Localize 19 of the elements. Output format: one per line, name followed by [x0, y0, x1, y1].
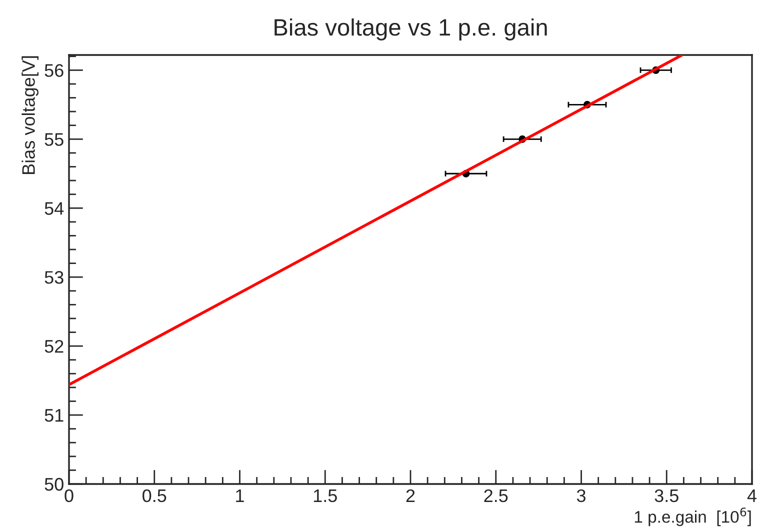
y-tick-label: 55: [44, 133, 64, 146]
x-tick-label: 3: [576, 489, 586, 502]
x-tick-label: 0.5: [142, 489, 166, 502]
x-tick-label: 1.5: [314, 490, 337, 502]
y-tick-label: 51: [44, 409, 64, 422]
chart-title: Bias voltage vs 1 p.e. gain: [274, 18, 547, 40]
x-tick-label: 2.5: [484, 489, 508, 502]
x-tick-label: 0: [64, 489, 74, 502]
y-tick-label: 53: [44, 271, 64, 284]
y-tick-label: 50: [44, 478, 64, 491]
x-tick-label: 2: [406, 489, 415, 502]
x-tick-label: 1: [236, 490, 244, 502]
x-tick-label: 3.5: [654, 489, 678, 502]
y-tick-label: 56: [44, 64, 64, 77]
x-axis-title: 1 p.e.gain [10$^{6}$]: [634, 508, 751, 526]
x-tick-label: 4: [747, 490, 756, 502]
y-axis-title: Bias voltage[V]: [22, 56, 38, 174]
y-tick-label: 52: [44, 340, 64, 353]
y-tick-label: 54: [44, 202, 64, 215]
